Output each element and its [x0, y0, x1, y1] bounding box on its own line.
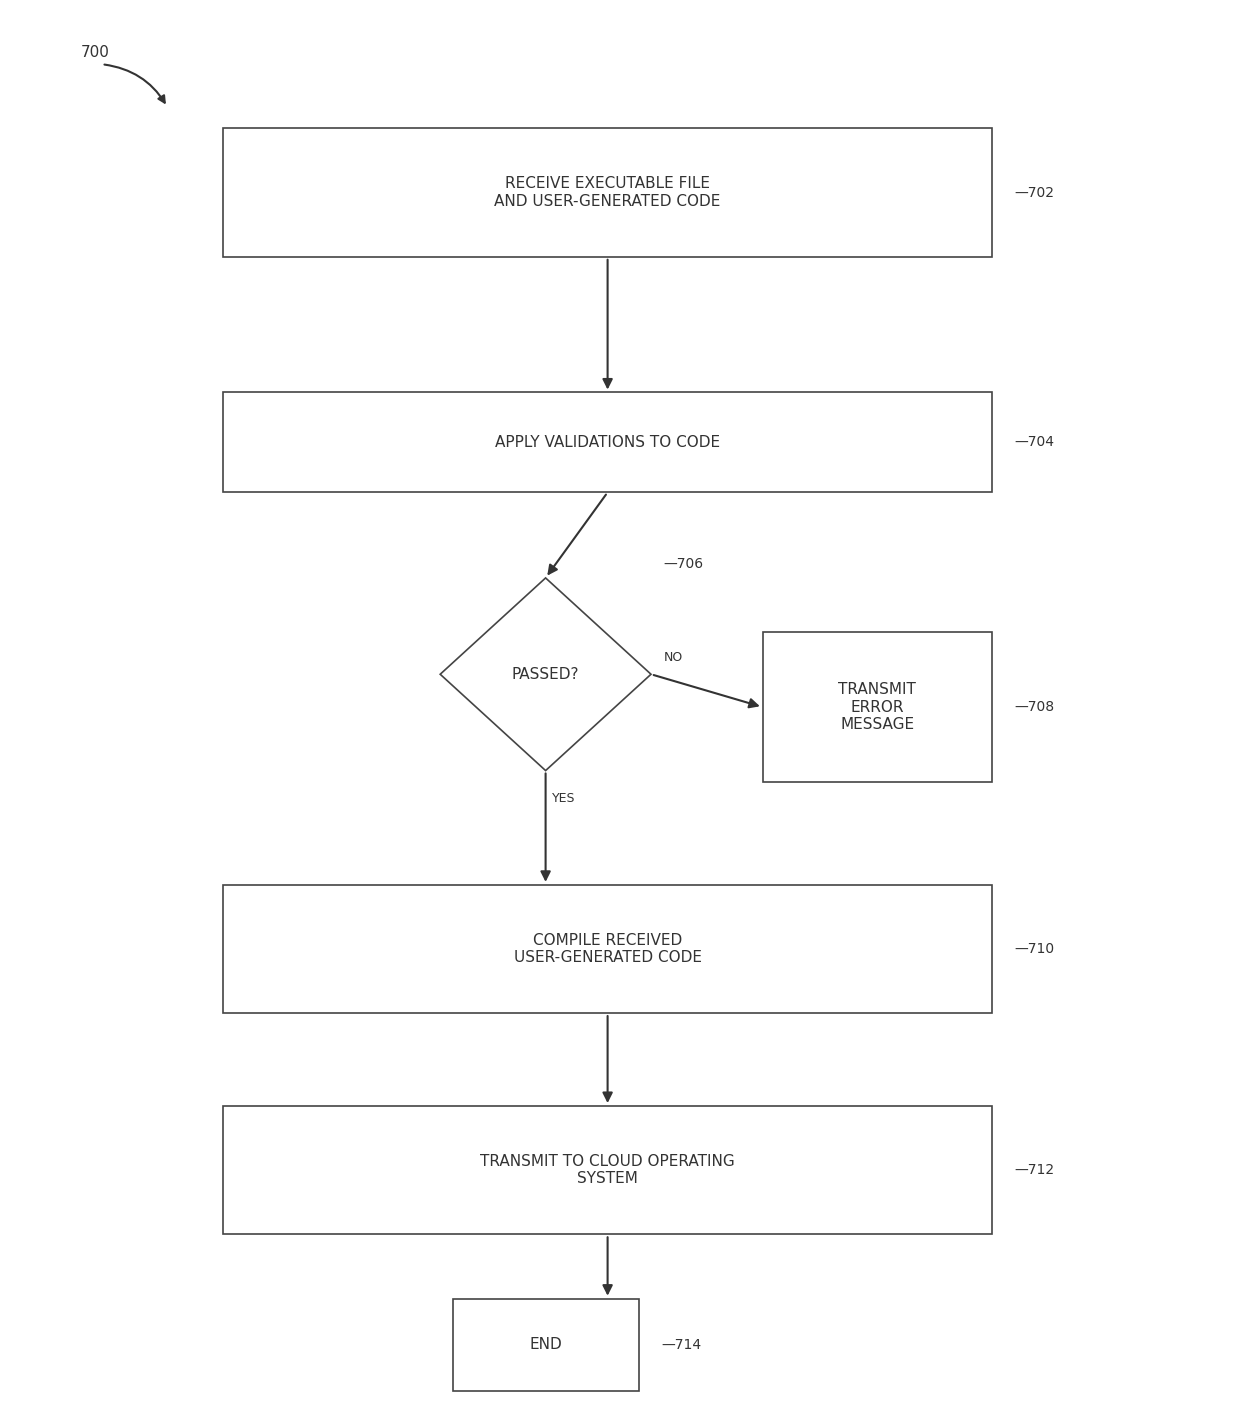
Text: YES: YES — [552, 792, 575, 805]
Text: —712: —712 — [1014, 1163, 1054, 1177]
Text: —708: —708 — [1014, 701, 1054, 714]
Polygon shape — [440, 578, 651, 771]
Text: PASSED?: PASSED? — [512, 666, 579, 682]
FancyBboxPatch shape — [453, 1299, 639, 1391]
Text: NO: NO — [663, 651, 683, 664]
Text: TRANSMIT
ERROR
MESSAGE: TRANSMIT ERROR MESSAGE — [838, 682, 916, 732]
FancyBboxPatch shape — [223, 128, 992, 257]
Text: —706: —706 — [663, 557, 703, 571]
FancyBboxPatch shape — [763, 632, 992, 782]
Text: —710: —710 — [1014, 942, 1054, 956]
Text: COMPILE RECEIVED
USER-GENERATED CODE: COMPILE RECEIVED USER-GENERATED CODE — [513, 933, 702, 965]
Text: —702: —702 — [1014, 186, 1054, 200]
FancyBboxPatch shape — [223, 885, 992, 1013]
FancyBboxPatch shape — [223, 392, 992, 492]
Text: RECEIVE EXECUTABLE FILE
AND USER-GENERATED CODE: RECEIVE EXECUTABLE FILE AND USER-GENERAT… — [495, 177, 720, 208]
Text: END: END — [529, 1337, 562, 1353]
FancyBboxPatch shape — [223, 1106, 992, 1234]
Text: TRANSMIT TO CLOUD OPERATING
SYSTEM: TRANSMIT TO CLOUD OPERATING SYSTEM — [480, 1154, 735, 1186]
Text: —704: —704 — [1014, 435, 1054, 450]
Text: APPLY VALIDATIONS TO CODE: APPLY VALIDATIONS TO CODE — [495, 435, 720, 450]
Text: 700: 700 — [81, 46, 109, 60]
Text: —714: —714 — [661, 1339, 701, 1351]
